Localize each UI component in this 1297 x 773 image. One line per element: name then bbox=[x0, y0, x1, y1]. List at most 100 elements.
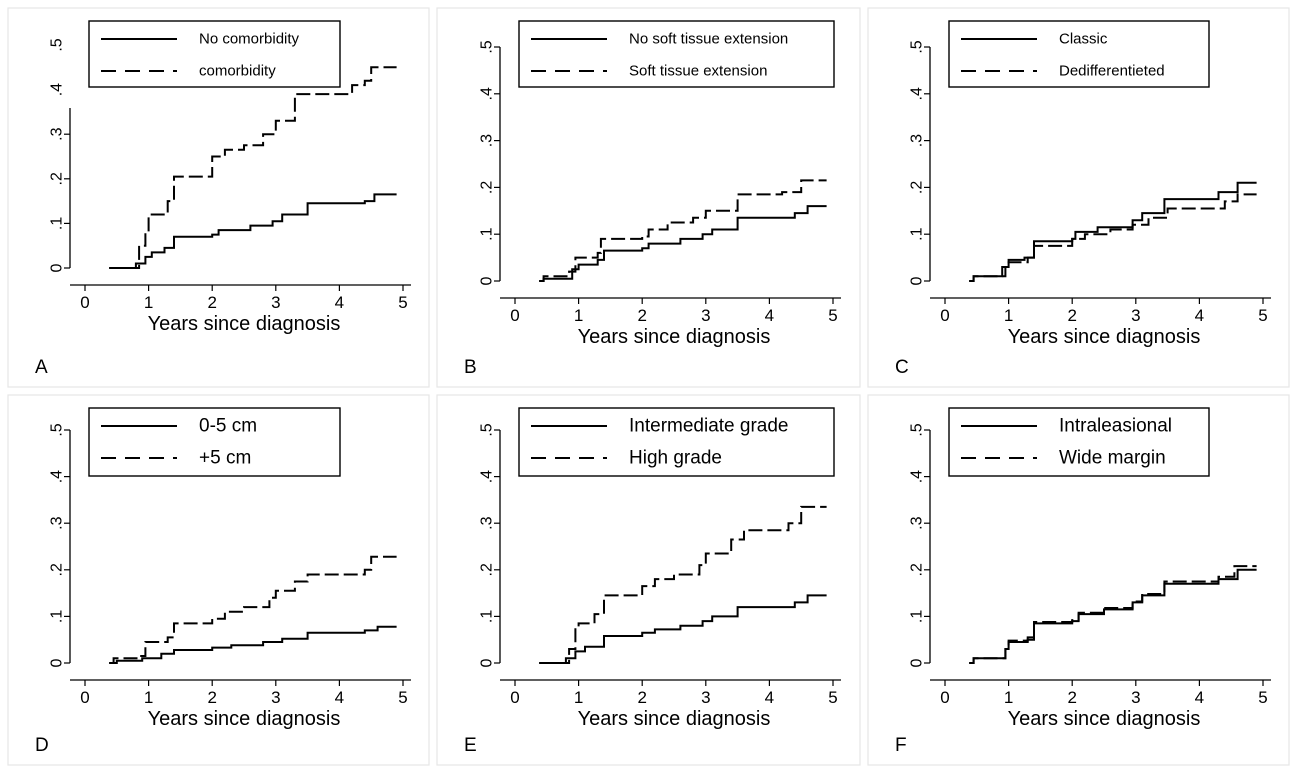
x-tick-label: 2 bbox=[637, 306, 646, 325]
x-tick-label: 2 bbox=[207, 688, 216, 707]
y-tick-label: .3 bbox=[909, 134, 926, 147]
y-tick-label: .2 bbox=[479, 563, 496, 576]
panel-a: 0 .1 .2 .3 .4 .5 0 1 2 3 4 5 Years since diagnosis A N… bbox=[7, 7, 430, 388]
y-tick-label: 0 bbox=[49, 658, 66, 667]
x-tick-label: 3 bbox=[701, 688, 710, 707]
legend-box bbox=[88, 20, 341, 88]
y-tick-label: .1 bbox=[479, 227, 496, 240]
y-tick-label: .3 bbox=[909, 516, 926, 529]
x-tick-label: 4 bbox=[765, 306, 774, 325]
x-tick-label: 5 bbox=[398, 293, 407, 312]
legend-entry: No soft tissue extension bbox=[629, 31, 788, 48]
y-tick-label: .4 bbox=[909, 470, 926, 483]
x-tick-label: 5 bbox=[1258, 688, 1267, 707]
x-tick-label: 0 bbox=[510, 688, 519, 707]
legend-box bbox=[948, 20, 1210, 88]
x-tick-label: 5 bbox=[828, 688, 837, 707]
x-axis-label: Years since diagnosis bbox=[578, 326, 771, 348]
series-line-dashed bbox=[539, 179, 827, 282]
legend-entry: Soft tissue extension bbox=[629, 63, 767, 80]
series-line-dashed bbox=[109, 555, 397, 664]
x-tick-label: 0 bbox=[80, 293, 89, 312]
x-tick-label: 2 bbox=[637, 688, 646, 707]
panel-frame bbox=[7, 394, 430, 766]
series-line-solid bbox=[539, 594, 827, 664]
x-tick-label: 3 bbox=[1131, 688, 1140, 707]
legend-entry: Wide margin bbox=[1059, 448, 1166, 469]
panel-frame bbox=[436, 394, 861, 766]
y-tick-label: .1 bbox=[909, 610, 926, 623]
y-tick-label: .2 bbox=[479, 181, 496, 194]
series-line-solid bbox=[109, 193, 397, 269]
legend: Classic Dedifferentieted bbox=[948, 20, 1210, 88]
y-tick-label: .1 bbox=[909, 227, 926, 240]
x-tick-label: 1 bbox=[144, 293, 153, 312]
y-tick-label: .3 bbox=[49, 516, 66, 529]
x-tick-label: 3 bbox=[271, 293, 280, 312]
panel-e: 0 .1 .2 .3 .4 .5 0 1 2 3 4 5 Years since diagnosis E I… bbox=[436, 394, 861, 766]
legend-entry: comorbidity bbox=[199, 63, 276, 80]
panel-frame bbox=[436, 7, 861, 388]
x-tick-label: 4 bbox=[765, 688, 774, 707]
legend: Intraleasional Wide margin bbox=[948, 407, 1210, 477]
x-tick-label: 4 bbox=[335, 293, 344, 312]
panel-frame bbox=[7, 7, 430, 388]
y-tick-label: 0 bbox=[49, 263, 66, 272]
legend-entry: No comorbidity bbox=[199, 31, 300, 48]
legend-entry: +5 cm bbox=[199, 448, 251, 469]
x-tick-label: 3 bbox=[1131, 306, 1140, 325]
x-tick-label: 1 bbox=[1004, 306, 1013, 325]
x-tick-label: 2 bbox=[1067, 688, 1076, 707]
panel-label: C bbox=[895, 357, 909, 378]
series-line-dashed bbox=[539, 505, 827, 664]
series-line-dashed bbox=[969, 193, 1257, 282]
x-tick-label: 1 bbox=[144, 688, 153, 707]
legend: 0-5 cm +5 cm bbox=[88, 407, 341, 477]
y-tick-label: .4 bbox=[909, 87, 926, 100]
y-tick-label: .1 bbox=[49, 217, 66, 230]
y-tick-label: .3 bbox=[479, 134, 496, 147]
y-tick-label: .4 bbox=[49, 83, 66, 96]
y-tick-label: .2 bbox=[909, 563, 926, 576]
panel-frame bbox=[867, 394, 1290, 766]
panel-label: B bbox=[464, 357, 477, 378]
panel-label: F bbox=[895, 735, 907, 756]
series-line-solid bbox=[969, 181, 1257, 282]
y-tick-label: .1 bbox=[479, 610, 496, 623]
legend-box bbox=[88, 407, 341, 477]
x-tick-label: 4 bbox=[335, 688, 344, 707]
panel-b: 0 .1 .2 .3 .4 .5 0 1 2 3 4 5 Years since diagnosis B N… bbox=[436, 7, 861, 388]
x-axis-label: Years since diagnosis bbox=[148, 313, 341, 335]
x-tick-label: 2 bbox=[207, 293, 216, 312]
panel-f: 0 .1 .2 .3 .4 .5 0 1 2 3 4 5 Years since diagnosis F I… bbox=[867, 394, 1290, 766]
x-axis-label: Years since diagnosis bbox=[1008, 326, 1201, 348]
x-axis-label: Years since diagnosis bbox=[148, 708, 341, 730]
panel-c: 0 .1 .2 .3 .4 .5 0 1 2 3 4 5 Years since diagnosis C C… bbox=[867, 7, 1290, 388]
legend-entry: Classic bbox=[1059, 31, 1108, 48]
series-line-solid bbox=[969, 568, 1257, 664]
legend-entry: 0-5 cm bbox=[199, 416, 257, 437]
x-axis-label: Years since diagnosis bbox=[1008, 708, 1201, 730]
x-tick-label: 2 bbox=[1067, 306, 1076, 325]
y-tick-label: 0 bbox=[479, 276, 496, 285]
series-line-dashed bbox=[109, 66, 397, 269]
x-tick-label: 3 bbox=[701, 306, 710, 325]
x-tick-label: 5 bbox=[1258, 306, 1267, 325]
y-tick-label: .5 bbox=[479, 423, 496, 436]
x-tick-label: 1 bbox=[1004, 688, 1013, 707]
y-tick-label: 0 bbox=[909, 658, 926, 667]
y-tick-label: .2 bbox=[49, 563, 66, 576]
panel-d: 0 .1 .2 .3 .4 .5 0 1 2 3 4 5 Years since diagnosis D 0… bbox=[7, 394, 430, 766]
x-tick-label: 4 bbox=[1195, 306, 1204, 325]
legend-entry: Intermediate grade bbox=[629, 416, 789, 437]
legend: Intermediate grade High grade bbox=[518, 407, 835, 477]
series-line-dashed bbox=[969, 565, 1257, 664]
x-axis-label: Years since diagnosis bbox=[578, 708, 771, 730]
x-tick-label: 5 bbox=[828, 306, 837, 325]
y-tick-label: .5 bbox=[49, 38, 66, 51]
y-tick-label: .3 bbox=[49, 127, 66, 140]
legend-entry: High grade bbox=[629, 448, 722, 469]
legend-entry: Dedifferentieted bbox=[1059, 63, 1165, 80]
panel-label: E bbox=[464, 735, 477, 756]
